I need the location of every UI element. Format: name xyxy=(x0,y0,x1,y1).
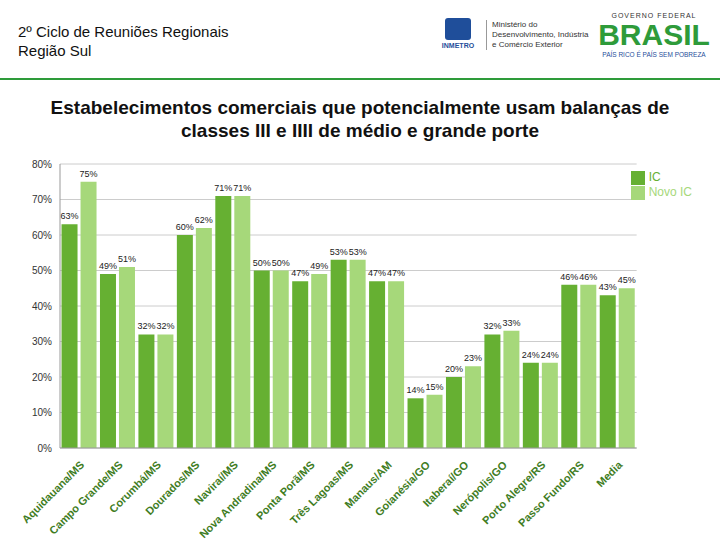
svg-text:71%: 71% xyxy=(233,183,251,193)
svg-text:Nerópolis/GO: Nerópolis/GO xyxy=(450,458,510,518)
html-text:2º Ciclo de Reuniões Regionais: 2º Ciclo de Reuniões Regionais xyxy=(18,23,229,40)
svg-text:23%: 23% xyxy=(464,353,482,363)
svg-text:30%: 30% xyxy=(32,336,52,347)
svg-text:75%: 75% xyxy=(80,169,98,179)
svg-text:32%: 32% xyxy=(137,321,155,331)
svg-text:53%: 53% xyxy=(330,247,348,257)
svg-text:Aquidauana/MS: Aquidauana/MS xyxy=(19,458,87,526)
svg-text:33%: 33% xyxy=(502,318,520,328)
svg-text:51%: 51% xyxy=(118,254,136,264)
svg-text:Ponta Porã/MS: Ponta Porã/MS xyxy=(253,458,317,522)
html-text:INMETRO: INMETRO xyxy=(441,42,475,49)
svg-text:47%: 47% xyxy=(387,268,405,278)
html-text:Região Sul: Região Sul xyxy=(18,42,92,59)
svg-text:63%: 63% xyxy=(61,211,79,221)
svg-text:15%: 15% xyxy=(426,382,444,392)
svg-text:10%: 10% xyxy=(32,407,52,418)
svg-text:Itaberaí/GO: Itaberaí/GO xyxy=(420,458,471,509)
svg-text:Corumbá/MS: Corumbá/MS xyxy=(106,458,164,515)
svg-text:70%: 70% xyxy=(32,194,52,205)
svg-text:71%: 71% xyxy=(214,183,232,193)
svg-text:Nova Andradina/MS: Nova Andradina/MS xyxy=(197,459,279,540)
svg-text:Manaus/AM: Manaus/AM xyxy=(342,458,394,511)
svg-text:50%: 50% xyxy=(272,258,290,268)
svg-text:53%: 53% xyxy=(349,247,367,257)
svg-text:Porto Alegre/RS: Porto Alegre/RS xyxy=(480,459,548,527)
svg-text:Três Lagoas/MS: Três Lagoas/MS xyxy=(288,459,356,527)
html-text:BRASIL: BRASIL xyxy=(598,18,710,51)
svg-text:Naviraí/MS: Naviraí/MS xyxy=(191,458,241,507)
html-text:Estabelecimentos comerciais qu: Estabelecimentos comerciais que potencia… xyxy=(50,97,670,141)
svg-text:14%: 14% xyxy=(407,385,425,395)
svg-text:49%: 49% xyxy=(310,261,328,271)
svg-text:32%: 32% xyxy=(483,321,501,331)
html-text:IC: IC xyxy=(648,170,661,184)
svg-text:43%: 43% xyxy=(599,282,617,292)
svg-text:47%: 47% xyxy=(291,268,309,278)
svg-text:Goianésia/GO: Goianésia/GO xyxy=(372,458,432,518)
svg-text:Passo Fundo/RS: Passo Fundo/RS xyxy=(516,459,586,529)
svg-text:Campo Grande/MS: Campo Grande/MS xyxy=(47,459,125,537)
html-text:PAÍS RICO É PAÍS SEM POBREZA: PAÍS RICO É PAÍS SEM POBREZA xyxy=(602,51,706,58)
svg-text:Dourados/MS: Dourados/MS xyxy=(143,459,202,518)
svg-text:80%: 80% xyxy=(32,159,52,170)
svg-text:50%: 50% xyxy=(253,258,271,268)
svg-text:Media: Media xyxy=(594,458,625,489)
svg-text:62%: 62% xyxy=(195,215,213,225)
svg-text:40%: 40% xyxy=(32,301,52,312)
svg-text:60%: 60% xyxy=(32,230,52,241)
svg-text:50%: 50% xyxy=(32,265,52,276)
svg-text:0%: 0% xyxy=(38,443,53,454)
html-text:Ministério do Desenvolvimento,: Ministério do Desenvolvimento, Indústria… xyxy=(492,20,589,49)
svg-text:20%: 20% xyxy=(32,372,52,383)
html-text:Novo IC: Novo IC xyxy=(648,184,692,199)
svg-text:46%: 46% xyxy=(560,272,578,282)
html-text:GOVERNO FEDERAL: GOVERNO FEDERAL xyxy=(611,12,697,19)
svg-text:24%: 24% xyxy=(541,350,559,360)
svg-text:32%: 32% xyxy=(156,321,174,331)
svg-text:46%: 46% xyxy=(579,272,597,282)
svg-text:20%: 20% xyxy=(445,364,463,374)
svg-text:49%: 49% xyxy=(99,261,117,271)
svg-text:47%: 47% xyxy=(368,268,386,278)
svg-text:45%: 45% xyxy=(618,275,636,285)
svg-text:24%: 24% xyxy=(522,350,540,360)
svg-text:60%: 60% xyxy=(176,222,194,232)
